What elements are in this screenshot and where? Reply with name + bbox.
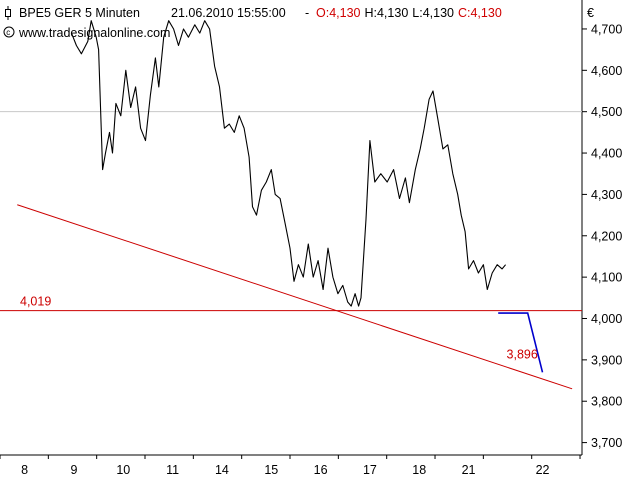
y-tick-label: 4,000 xyxy=(591,312,622,326)
projection-target-label: 3,896 xyxy=(507,347,538,361)
y-tick-label: 4,100 xyxy=(591,271,622,285)
y-tick-label: 4,500 xyxy=(591,105,622,119)
ohlc-value: L:4,130 xyxy=(412,6,454,20)
y-tick-label: 4,400 xyxy=(591,147,622,161)
copyright-icon: c xyxy=(3,26,15,38)
x-axis-ticks: 8 9 10 11 14 15 16 17 18 21 22 xyxy=(0,455,581,477)
candlestick-icon xyxy=(5,6,11,20)
y-tick-label: 4,300 xyxy=(591,188,622,202)
series-layer: 3,896 xyxy=(70,20,544,373)
price-series-line xyxy=(70,20,507,307)
y-tick-label: 3,800 xyxy=(591,395,622,409)
bar-datetime: 21.06.2010 15:55:00 xyxy=(171,6,286,20)
x-tick-label: 17 xyxy=(363,463,377,477)
y-tick-label: 4,700 xyxy=(591,22,622,36)
svg-text:c: c xyxy=(6,28,10,37)
y-tick-label: 4,200 xyxy=(591,229,622,243)
ohlc-value: O:4,130 xyxy=(316,6,361,20)
x-tick-label: 18 xyxy=(412,463,426,477)
ohlc-value: H:4,130 xyxy=(364,6,408,20)
x-tick-label: 22 xyxy=(536,463,550,477)
x-tick-label: 21 xyxy=(462,463,476,477)
projection-line xyxy=(498,312,544,373)
y-axis-ticks: 4,700 4,600 4,500 4,400 4,300 4,200 4,100 4,000… xyxy=(582,22,622,450)
x-tick-label: 11 xyxy=(166,463,179,477)
x-tick-label: 14 xyxy=(215,463,229,477)
ohlc-separator: - xyxy=(305,6,309,20)
chart-header: BPE5 GER 5 Minuten 21.06.2010 15:55:00 -… xyxy=(3,6,502,40)
trendline xyxy=(17,204,573,390)
support-level-label: 4,019 xyxy=(20,295,51,309)
x-tick-label: 15 xyxy=(264,463,278,477)
y-tick-label: 3,900 xyxy=(591,353,622,367)
reference-lines: 4,019 xyxy=(0,204,582,390)
instrument-title: BPE5 GER 5 Minuten xyxy=(19,6,140,20)
x-tick-label: 16 xyxy=(314,463,328,477)
x-tick-label: 10 xyxy=(116,463,130,477)
y-tick-label: 3,700 xyxy=(591,436,622,450)
currency-label: € xyxy=(587,6,594,20)
y-tick-label: 4,600 xyxy=(591,64,622,78)
ohlc-values: - O:4,130 H:4,130 L:4,130 C:4,130 xyxy=(305,6,502,20)
ohlc-value: C:4,130 xyxy=(458,6,502,20)
x-tick-label: 8 xyxy=(21,463,28,477)
website-label: www.tradesignalonline.com xyxy=(18,26,170,40)
x-tick-label: 9 xyxy=(71,463,78,477)
